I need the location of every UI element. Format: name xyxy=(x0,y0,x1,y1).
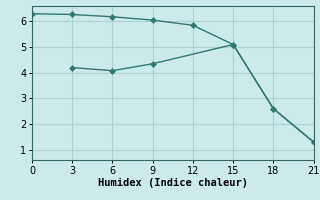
X-axis label: Humidex (Indice chaleur): Humidex (Indice chaleur) xyxy=(98,178,248,188)
